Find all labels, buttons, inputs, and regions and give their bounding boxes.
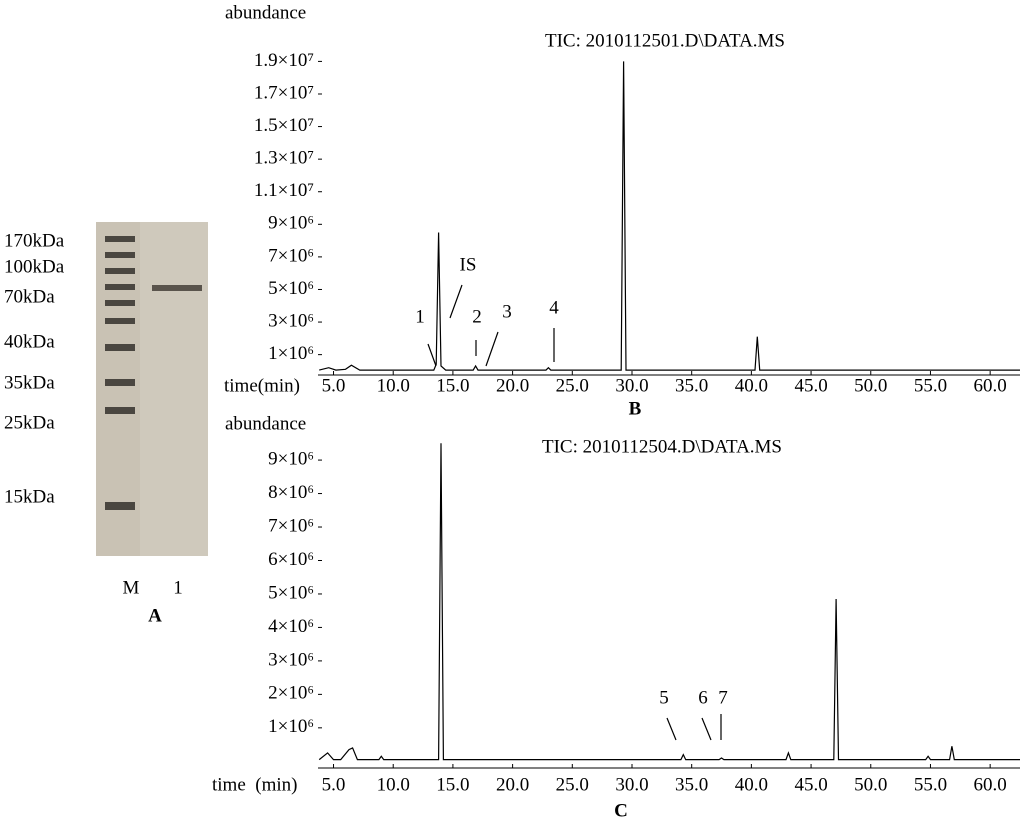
band (105, 268, 135, 274)
y-tick-label: 9×10⁶ (268, 213, 314, 234)
marker-bands (105, 236, 135, 510)
x-tick-label: 55.0 (914, 375, 947, 396)
x-tick-label: 15.0 (436, 774, 469, 795)
x-tick-label: 5.0 (322, 375, 346, 396)
y-tick-label: 1.1×10⁷ (254, 180, 314, 201)
marker-label: 100kDa (4, 256, 65, 277)
band (105, 300, 135, 306)
x-tick-label: 5.0 (322, 774, 346, 795)
x-tick-label: 25.0 (556, 375, 589, 396)
lane-label: M (123, 577, 140, 598)
annotation: 1 (415, 306, 425, 327)
y-tick-label: 3×10⁶ (268, 310, 314, 331)
y-tick-label: 7×10⁶ (268, 245, 314, 266)
x-tick-label: 30.0 (615, 375, 648, 396)
y-tick-label: 3×10⁶ (268, 649, 314, 670)
annotation-leader (701, 717, 712, 741)
y-tick-label: 5×10⁶ (268, 582, 314, 603)
y-tick-label: 1.5×10⁷ (254, 115, 314, 136)
panel-label: C (614, 800, 628, 821)
band (105, 236, 135, 242)
annotation-leader (485, 331, 499, 367)
x-tick-label: 45.0 (794, 375, 827, 396)
band (105, 407, 135, 414)
chart-title: TIC: 2010112501.D\DATA.MS (545, 30, 785, 51)
x-tick-label: 10.0 (377, 774, 410, 795)
y-tick-label: 1×10⁶ (268, 343, 314, 364)
x-tick-label: 40.0 (735, 375, 768, 396)
y-tick-label: 5×10⁶ (268, 278, 314, 299)
y-tick-label: 1.7×10⁷ (254, 82, 314, 103)
panel-label: B (629, 398, 642, 419)
annotation: 4 (549, 297, 559, 318)
x-tick-label: 35.0 (675, 774, 708, 795)
y-tick-label: 6×10⁶ (268, 549, 314, 570)
marker-label: 40kDa (4, 331, 55, 352)
gel-lane (140, 222, 208, 556)
band (105, 502, 135, 510)
y-tick-label: 4×10⁶ (268, 616, 314, 637)
y-tick-label: 1×10⁶ (268, 716, 314, 737)
y-tick-label: 1.3×10⁷ (254, 148, 314, 169)
x-axis-label: time (min) (212, 774, 297, 795)
x-tick-label: 20.0 (496, 774, 529, 795)
marker-label: 15kDa (4, 486, 55, 507)
x-tick-label: 60.0 (974, 774, 1007, 795)
x-axis-label: time(min) (224, 375, 300, 396)
annotation: 5 (659, 687, 669, 708)
sample-band (152, 285, 202, 291)
y-tick-label: 9×10⁶ (268, 448, 314, 469)
x-tick-label: 40.0 (735, 774, 768, 795)
annotation-leader (449, 284, 463, 319)
x-tick-label: 35.0 (675, 375, 708, 396)
y-tick-label: 2×10⁶ (268, 683, 314, 704)
marker-label: 170kDa (4, 230, 65, 251)
marker-label: 70kDa (4, 286, 55, 307)
band (105, 379, 135, 386)
band (105, 284, 135, 290)
x-tick-label: 20.0 (496, 375, 529, 396)
y-axis-label: abundance (225, 413, 306, 434)
band (105, 252, 135, 258)
y-tick-label: 1.9×10⁷ (254, 50, 314, 71)
x-tick-label: 15.0 (436, 375, 469, 396)
x-tick-label: 25.0 (556, 774, 589, 795)
y-tick-label: 7×10⁶ (268, 515, 314, 536)
y-axis-label: abundance (225, 2, 306, 23)
annotation-leader (666, 717, 677, 741)
lane-label: 1 (173, 577, 183, 598)
marker-label: 25kDa (4, 412, 55, 433)
annotation: 2 (472, 306, 482, 327)
x-tick-label: 45.0 (794, 774, 827, 795)
chart-title: TIC: 2010112504.D\DATA.MS (542, 436, 782, 457)
y-tick-label: 8×10⁶ (268, 482, 314, 503)
annotation: IS (460, 254, 477, 275)
x-tick-label: 60.0 (974, 375, 1007, 396)
annotation: 3 (502, 301, 512, 322)
chromatogram (318, 443, 1020, 761)
band (105, 318, 135, 324)
annotation: 6 (698, 687, 708, 708)
annotation: 7 (718, 687, 728, 708)
x-tick-label: 10.0 (377, 375, 410, 396)
panel-label: A (148, 605, 162, 626)
x-tick-label: 50.0 (854, 375, 887, 396)
x-tick-label: 30.0 (615, 774, 648, 795)
annotation-leader (427, 343, 437, 367)
x-tick-label: 55.0 (914, 774, 947, 795)
marker-label: 35kDa (4, 372, 55, 393)
x-tick-label: 50.0 (854, 774, 887, 795)
chromatogram (319, 61, 1020, 371)
band (105, 344, 135, 351)
